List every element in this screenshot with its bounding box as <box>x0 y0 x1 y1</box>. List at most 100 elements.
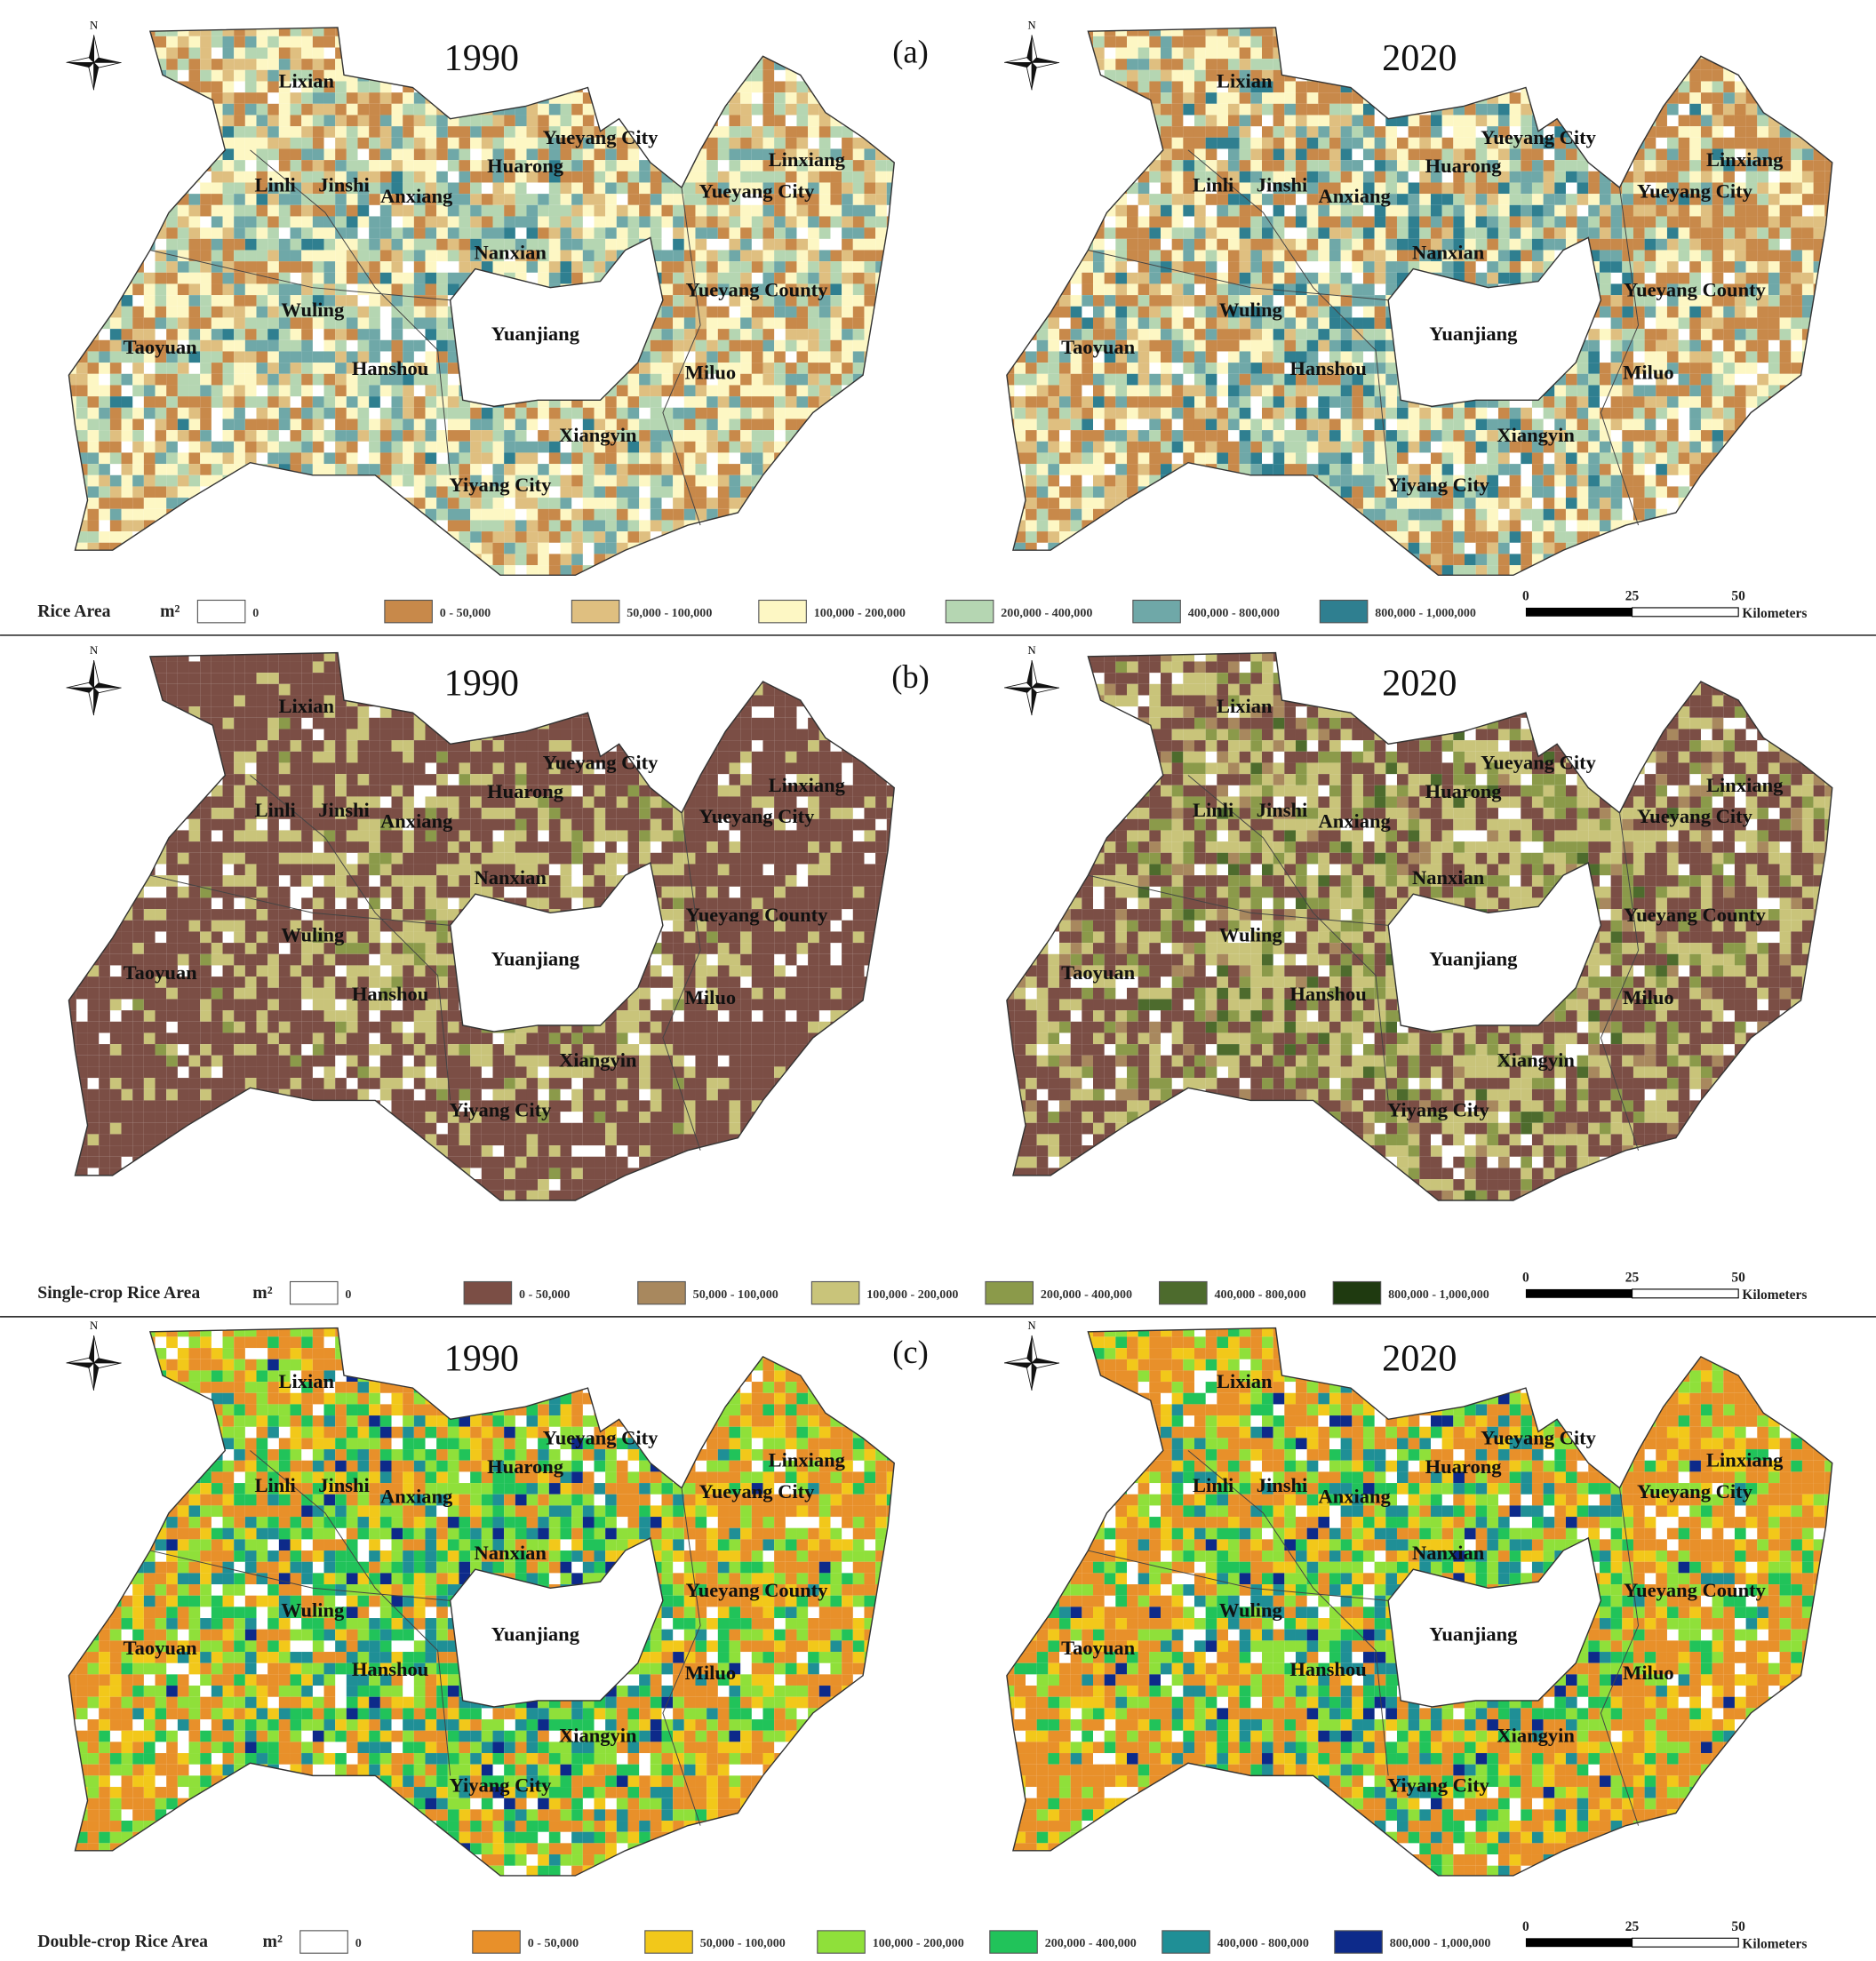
raster-cell <box>1048 216 1060 228</box>
raster-cell <box>818 69 831 82</box>
raster-cell <box>1565 36 1577 48</box>
raster-cell <box>99 126 110 138</box>
raster-cell <box>413 59 426 70</box>
raster-cell <box>886 329 895 340</box>
raster-cell <box>87 137 100 149</box>
raster-cell <box>886 92 895 104</box>
raster-cell <box>1227 47 1240 60</box>
raster-cell <box>1779 250 1792 262</box>
raster-cell <box>650 486 662 498</box>
raster-cell <box>459 171 471 183</box>
raster-cell <box>200 238 212 251</box>
raster-cell <box>143 542 156 554</box>
raster-cell <box>188 565 201 576</box>
raster-cell <box>1745 171 1758 183</box>
raster-cell <box>391 103 403 116</box>
raster-cell <box>852 498 865 509</box>
raster-cell <box>121 339 133 352</box>
raster-cell <box>1250 27 1262 36</box>
raster-cell <box>571 272 583 284</box>
raster-cell <box>244 317 257 330</box>
raster-cell <box>323 126 336 138</box>
raster-cell <box>1396 204 1409 217</box>
raster-cell <box>751 464 763 475</box>
raster-cell <box>1453 148 1465 161</box>
raster-cell <box>1689 36 1701 48</box>
raster-cell <box>673 295 684 307</box>
raster-cell <box>1082 81 1094 93</box>
raster-cell <box>346 396 358 408</box>
raster-cell <box>1768 81 1780 93</box>
raster-cell <box>1205 261 1217 273</box>
raster-cell <box>492 160 505 171</box>
raster-cell <box>1138 115 1150 127</box>
raster-cell <box>627 385 640 397</box>
raster-cell <box>1149 103 1161 116</box>
raster-cell <box>1217 250 1228 262</box>
raster-cell <box>1824 126 1832 138</box>
raster-cell <box>1644 238 1656 251</box>
raster-cell <box>301 204 313 217</box>
raster-cell <box>188 373 201 386</box>
raster-cell <box>1487 238 1498 251</box>
raster-cell <box>312 565 324 576</box>
raster-cell <box>369 373 380 386</box>
raster-cell <box>1509 27 1521 36</box>
raster-cell <box>1070 27 1082 36</box>
raster-cell <box>346 126 358 138</box>
raster-cell <box>548 204 561 217</box>
raster-cell <box>99 171 110 183</box>
raster-cell <box>1239 27 1251 36</box>
raster-cell <box>492 464 505 475</box>
raster-cell <box>605 92 617 104</box>
raster-cell <box>369 565 380 576</box>
raster-cell <box>842 508 853 521</box>
raster-cell <box>1239 250 1251 262</box>
raster-cell <box>1577 261 1589 273</box>
raster-cell <box>683 92 696 104</box>
raster-cell <box>1006 36 1015 48</box>
raster-cell <box>493 577 505 588</box>
raster-cell <box>413 115 426 127</box>
raster-cell <box>717 419 730 431</box>
raster-cell <box>1801 148 1814 161</box>
raster-cell <box>143 407 156 419</box>
raster-cell <box>673 339 684 352</box>
raster-cell <box>234 419 245 431</box>
raster-cell <box>1441 194 1454 205</box>
raster-cell <box>683 452 696 465</box>
raster-cell <box>818 565 831 576</box>
raster-cell <box>538 204 549 217</box>
raster-cell <box>177 171 189 183</box>
raster-cell <box>729 317 741 330</box>
raster-cell <box>571 520 583 532</box>
raster-cell <box>717 520 730 532</box>
raster-cell <box>425 565 437 576</box>
raster-cell <box>504 92 515 104</box>
raster-cell <box>379 452 392 465</box>
raster-cell <box>346 419 358 431</box>
raster-cell <box>842 317 853 330</box>
raster-cell <box>301 36 313 48</box>
raster-cell <box>132 103 144 116</box>
raster-cell <box>774 486 786 498</box>
raster-cell <box>886 351 895 363</box>
raster-cell <box>695 295 707 307</box>
raster-cell <box>1430 261 1442 273</box>
raster-cell <box>1082 148 1094 161</box>
raster-cell <box>796 520 809 532</box>
raster-cell <box>109 216 122 228</box>
raster-cell <box>729 565 741 576</box>
raster-cell <box>515 115 527 127</box>
raster-cell <box>695 283 707 296</box>
raster-cell <box>1048 261 1060 273</box>
raster-cell <box>99 115 110 127</box>
raster-cell <box>538 351 549 363</box>
raster-cell <box>808 216 819 228</box>
raster-cell <box>1453 160 1465 171</box>
raster-cell <box>188 283 201 296</box>
raster-cell <box>244 36 257 48</box>
raster-cell <box>177 36 189 48</box>
raster-cell <box>481 565 493 576</box>
raster-cell <box>717 373 730 386</box>
